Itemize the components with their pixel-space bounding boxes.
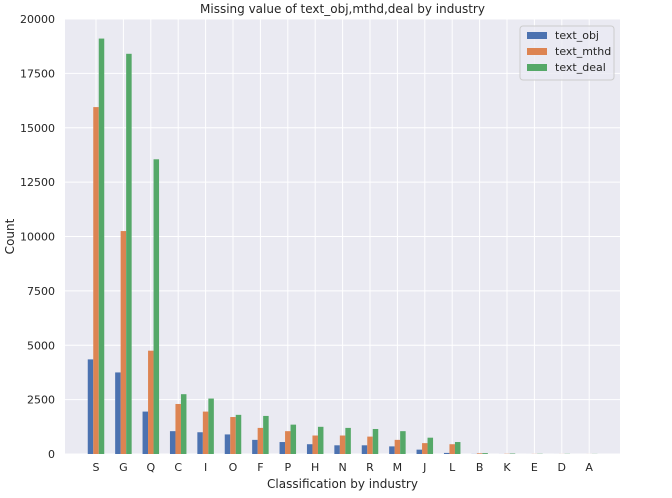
bar-text_obj-Q	[142, 411, 149, 454]
bar-text_deal-R	[372, 428, 379, 454]
bar-text_mthd-R	[367, 436, 373, 454]
bar-text_deal-J	[427, 437, 434, 454]
bar-text_mthd-P	[285, 431, 291, 454]
bar-text_mthd-L	[449, 444, 455, 454]
bar-text_obj-I	[197, 432, 203, 454]
x-tick-label: M	[393, 461, 403, 474]
legend-swatch-text_deal	[527, 64, 547, 71]
bar-text_deal-G	[126, 53, 132, 455]
y-tick-label: 15000	[20, 122, 55, 135]
bar-text_obj-R	[361, 445, 368, 454]
x-tick-label: I	[204, 461, 207, 474]
y-tick-label: 20000	[20, 13, 55, 26]
bar-text_mthd-J	[422, 443, 428, 454]
bar-text_mthd-Q	[148, 350, 154, 454]
bar-text_deal-P	[290, 424, 297, 454]
bar-text_obj-S	[87, 359, 94, 454]
bar-text_deal-B	[482, 453, 488, 454]
y-tick-label: 12500	[20, 176, 55, 189]
x-tick-label: O	[229, 461, 238, 474]
bar-text_deal-S	[98, 38, 105, 454]
bar-text_obj-M	[389, 446, 395, 454]
x-tick-label: B	[476, 461, 484, 474]
bar-text_deal-H	[317, 426, 324, 454]
bar-text_mthd-I	[202, 411, 209, 454]
bar-text_obj-O	[224, 434, 231, 454]
bar-text_mthd-N	[339, 435, 346, 454]
x-tick-label: H	[311, 461, 319, 474]
x-tick-label: S	[93, 461, 100, 474]
bar-text_obj-C	[169, 431, 176, 454]
bar-text_obj-H	[306, 444, 313, 454]
bar-text_mthd-F	[257, 427, 264, 454]
bar-text_mthd-H	[312, 435, 318, 454]
bar-text_deal-Q	[153, 159, 160, 454]
bar-text_deal-F	[263, 415, 269, 454]
bar-text_mthd-B	[476, 453, 483, 454]
bar-text_obj-G	[115, 372, 121, 454]
bar-text_mthd-M	[394, 439, 401, 454]
y-tick-label: 2500	[27, 394, 55, 407]
x-tick-label: N	[338, 461, 346, 474]
bar-text_obj-N	[334, 445, 340, 454]
bar-text_deal-N	[345, 427, 351, 454]
chart-title: Missing value of text_obj,mthd,deal by i…	[200, 2, 485, 16]
legend-swatch-text_mthd	[527, 48, 547, 55]
bar-text_mthd-O	[230, 417, 236, 454]
x-tick-label: G	[119, 461, 128, 474]
x-tick-label: C	[174, 461, 182, 474]
x-axis-label: Classification by industry	[267, 477, 418, 491]
x-tick-label: K	[503, 461, 511, 474]
legend-label-text_mthd: text_mthd	[555, 45, 611, 58]
x-tick-label: E	[531, 461, 538, 474]
bar-text_deal-I	[208, 398, 214, 454]
bar-text_obj-L	[443, 452, 450, 454]
y-tick-label: 17500	[20, 67, 55, 80]
x-tick-label: R	[366, 461, 374, 474]
bar-text_deal-C	[180, 394, 187, 454]
y-tick-label: 10000	[20, 231, 55, 244]
bar-text_deal-L	[454, 442, 461, 454]
bar-text_obj-P	[279, 442, 286, 454]
bar-text_obj-F	[252, 439, 258, 454]
x-tick-label: F	[257, 461, 263, 474]
y-axis-label: Count	[3, 218, 17, 254]
x-tick-label: P	[284, 461, 291, 474]
x-tick-label: J	[422, 461, 426, 474]
bar-text_deal-O	[235, 414, 242, 454]
legend-label-text_deal: text_deal	[555, 61, 606, 74]
legend-label-text_obj: text_obj	[555, 29, 599, 42]
legend: text_obj text_mthd text_deal	[519, 25, 615, 81]
y-tick-label: 5000	[27, 339, 55, 352]
y-tick-label: 0	[48, 448, 55, 461]
y-tick-label: 7500	[27, 285, 55, 298]
y-axis-ticks: 0 2500 5000 7500 10000 12500 15000 17500 20000	[20, 13, 55, 461]
x-tick-label: Q	[146, 461, 155, 474]
x-tick-label: D	[558, 461, 566, 474]
x-tick-label: L	[449, 461, 456, 474]
bars	[87, 38, 598, 455]
bar-text_deal-M	[400, 431, 406, 454]
bar-text_obj-J	[416, 449, 423, 454]
x-tick-label: A	[585, 461, 593, 474]
bar-text_mthd-S	[93, 107, 99, 455]
bar-text_mthd-C	[175, 403, 181, 454]
legend-swatch-text_obj	[527, 32, 547, 39]
bar-text_mthd-G	[120, 231, 127, 454]
